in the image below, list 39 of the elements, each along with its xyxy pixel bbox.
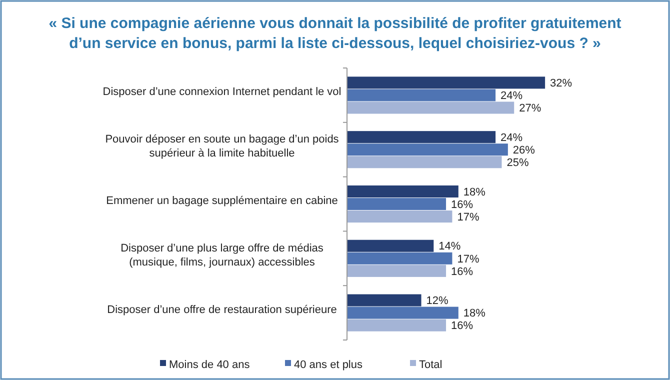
data-label: 14% xyxy=(438,240,461,253)
bar xyxy=(347,264,446,277)
data-label: 18% xyxy=(463,308,486,320)
bar xyxy=(347,198,446,210)
bar xyxy=(347,156,502,168)
bar xyxy=(347,210,452,223)
data-label: 24% xyxy=(500,132,523,144)
data-label: 27% xyxy=(519,102,542,115)
legend-label: Total xyxy=(419,358,442,371)
bar xyxy=(347,144,508,156)
bar xyxy=(347,76,546,89)
y-tick-label: Pouvoir déposer en soute un bagage d’un poids supérieur à la limite habituelle xyxy=(105,134,340,160)
y-tick-label: Emmener un bagage supplémentaire en cabine xyxy=(106,195,338,207)
data-label: 18% xyxy=(463,186,486,198)
data-label: 24% xyxy=(500,90,523,102)
data-label: 25% xyxy=(506,156,529,169)
data-label: 16% xyxy=(451,266,474,278)
bar xyxy=(347,319,446,332)
y-tick-label: Disposer d’une offre de restauration supérieure xyxy=(107,304,337,316)
bar xyxy=(347,252,452,264)
data-label: 32% xyxy=(550,78,572,90)
legend-label: 40 ans et plus xyxy=(294,358,363,371)
bar xyxy=(347,102,514,114)
bar xyxy=(347,240,434,252)
data-label: 16% xyxy=(451,198,474,211)
bar xyxy=(347,294,422,306)
bar xyxy=(347,185,458,198)
bar xyxy=(347,306,458,319)
bar xyxy=(347,131,496,144)
data-label: 17% xyxy=(457,211,480,224)
legend-label: Moins de 40 ans xyxy=(169,358,250,371)
data-label: 17% xyxy=(457,253,480,266)
chart-title: « Si une compagnie aérienne vous donnait la possibilité de profiter gratuitement d’un service en bonus, parmi la liste ci-dessous, lequel choisiriez-vous ? » xyxy=(48,15,622,52)
y-tick-label: Disposer d’une connexion Internet pendant le vol xyxy=(102,86,342,98)
bar xyxy=(347,89,496,102)
data-label: 26% xyxy=(512,144,536,156)
y-tick-label: Disposer d’une plus large offre de médias (musique, films, journaux) accessibles xyxy=(120,242,324,268)
data-label: 12% xyxy=(426,295,449,308)
data-label: 16% xyxy=(451,320,474,332)
